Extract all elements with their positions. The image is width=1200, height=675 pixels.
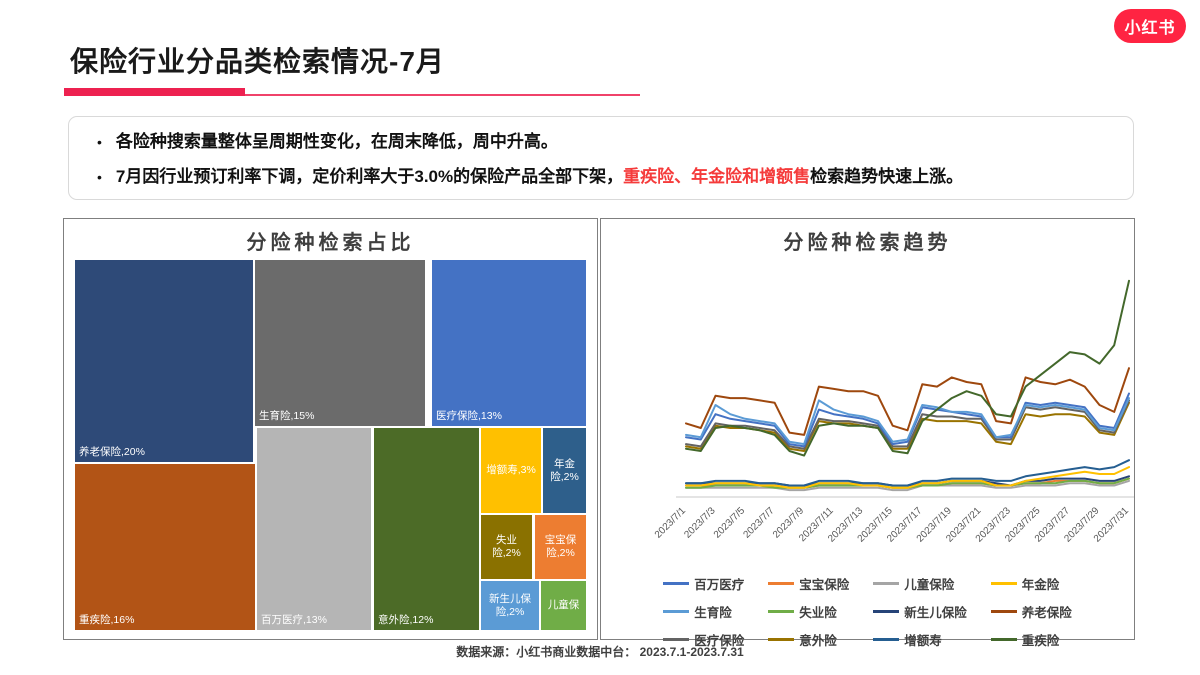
logo-text: 小红书 <box>1124 20 1176 37</box>
bullet-2-suffix: 检索趋势快速上涨。 <box>810 167 964 186</box>
legend-item-增额寿: 增额寿 <box>873 630 967 649</box>
summary-bullet-1-text: 各险种搜索量整体呈周期性变化，在周末降低，周中升高。 <box>115 132 558 151</box>
summary-box: • 各险种搜索量整体呈周期性变化，在周末降低，周中升高。 • 7月因行业预订利率… <box>68 116 1134 200</box>
trend-line-重疾险 <box>685 279 1130 457</box>
legend-line-swatch <box>990 610 1017 613</box>
legend-line-swatch <box>873 582 900 585</box>
treemap-block-label: 百万医疗,13% <box>261 614 327 627</box>
legend-item-百万医疗: 百万医疗 <box>663 574 744 593</box>
data-source: 数据来源：小红书商业数据中台： 2023.7.1-2023.7.31 <box>456 645 744 659</box>
legend-label: 失业险 <box>799 606 837 620</box>
legend-item-医疗保险: 医疗保险 <box>663 630 744 649</box>
trend-line-生育险 <box>685 397 1130 446</box>
summary-bullet-1: • 各险种搜索量整体呈周期性变化，在周末降低，周中升高。 <box>97 130 1105 154</box>
legend-label: 重疾险 <box>1021 634 1060 648</box>
legend-label: 宝宝保险 <box>799 578 850 592</box>
legend-item-意外险: 意外险 <box>768 630 849 649</box>
trend-title: 分险种检索趋势 <box>783 232 952 254</box>
page-title: 保险行业分品类检索情况-7月 <box>70 46 445 77</box>
treemap-block-label: 儿童保 <box>547 599 580 612</box>
legend-item-儿童保险: 儿童保险 <box>873 574 967 593</box>
treemap-block-儿童保: 儿童保 <box>541 581 586 630</box>
bullet-2-highlight: 重疾险、年金险和增额售 <box>623 167 811 186</box>
title-underline-line <box>64 94 640 96</box>
legend-line-swatch <box>663 582 690 585</box>
legend-label: 百万医疗 <box>694 578 745 592</box>
trend-line-百万医疗 <box>685 392 1130 448</box>
legend-item-新生儿保险: 新生儿保险 <box>873 602 967 621</box>
treemap-block-label: 失业险,2% <box>492 534 521 559</box>
treemap-block-宝宝保险: 宝宝保险,2% <box>535 515 586 579</box>
trend-line-年金险 <box>685 466 1130 489</box>
legend-label: 增额寿 <box>904 634 942 648</box>
treemap-panel: 分险种检索占比 养老保险,20% 重疾险,16% 生育险,15% 医疗保险,13% 百万… <box>63 218 598 640</box>
trend-line-医疗保险 <box>685 399 1130 450</box>
legend-line-swatch <box>873 638 900 641</box>
legend-line-swatch <box>990 638 1017 641</box>
trend-line-增额寿 <box>685 459 1130 487</box>
legend-item-宝宝保险: 宝宝保险 <box>768 574 849 593</box>
treemap-block-养老保险: 养老保险,20% <box>75 260 253 462</box>
legend-line-swatch <box>873 610 900 613</box>
treemap-block-医疗保险: 医疗保险,13% <box>432 260 586 426</box>
treemap-block-生育险: 生育险,15% <box>255 260 425 426</box>
legend-line-swatch <box>768 582 795 585</box>
bullet-2-prefix: 7月因行业预订利率下调，定价利率大于3.0%的保险产品全部下架， <box>115 167 624 186</box>
treemap-block-意外险: 意外险,12% <box>374 428 479 630</box>
treemap-block-label: 新生儿保险,2% <box>489 592 531 618</box>
legend-label: 医疗保险 <box>694 634 745 648</box>
treemap-block-百万医疗: 百万医疗,13% <box>257 428 371 630</box>
treemap-block-失业险: 失业险,2% <box>481 515 532 579</box>
treemap-title: 分险种检索占比 <box>246 232 415 254</box>
legend-label: 生育险 <box>694 606 732 620</box>
bullet-dot-icon: • <box>97 134 102 150</box>
treemap-block-label: 重疾险,16% <box>79 614 135 627</box>
legend-line-swatch <box>663 638 690 641</box>
legend-label: 意外险 <box>799 634 837 648</box>
legend-label: 新生儿保险 <box>904 606 967 620</box>
trend-line-儿童保险 <box>685 479 1130 492</box>
legend-item-生育险: 生育险 <box>663 602 744 621</box>
legend-item-重疾险: 重疾险 <box>990 630 1072 649</box>
legend-label: 年金险 <box>1021 578 1060 592</box>
trend-svg: 2023/7/12023/7/32023/7/52023/7/72023/7/9… <box>653 279 1134 545</box>
summary-bullet-2-text: 7月因行业预订利率下调，定价利率大于3.0%的保险产品全部下架，重疾险、年金险和… <box>116 165 963 189</box>
title-underline-accent <box>64 88 245 96</box>
legend-line-swatch <box>990 582 1017 585</box>
treemap-block-label: 年金险,2% <box>550 457 579 483</box>
x-tick-label: 2023/7/1 <box>653 505 689 541</box>
legend-label: 儿童保险 <box>904 578 955 592</box>
legend-line-swatch <box>663 610 690 613</box>
treemap-block-label: 医疗保险,13% <box>436 410 502 423</box>
legend-line-swatch <box>768 638 795 641</box>
treemap-block-label: 养老保险,20% <box>79 446 145 459</box>
bullet-dot-icon: • <box>97 169 102 185</box>
treemap-block-年金险: 年金险,2% <box>543 428 586 513</box>
x-tick-label: 2023/7/7 <box>741 505 777 541</box>
summary-bullet-2: • 7月因行业预订利率下调，定价利率大于3.0%的保险产品全部下架，重疾险、年金… <box>97 165 1105 189</box>
treemap-block-label: 生育险,15% <box>259 410 315 423</box>
trend-line-养老保险 <box>685 367 1130 436</box>
legend-item-年金险: 年金险 <box>990 574 1072 593</box>
legend-item-养老保险: 养老保险 <box>990 602 1072 621</box>
legend-item-失业险: 失业险 <box>768 602 849 621</box>
legend-label: 养老保险 <box>1021 606 1072 620</box>
trend-panel: 分险种检索趋势 2023/7/1 2023/7/3 2023/7/5 2023/7/7… <box>600 218 1135 648</box>
treemap-block-label: 意外险,12% <box>378 614 434 627</box>
treemap-block-label: 宝宝保险,2% <box>544 534 577 559</box>
treemap-block-新生儿保险: 新生儿保险,2% <box>481 581 539 630</box>
treemap-block-重疾险: 重疾险,16% <box>75 464 255 630</box>
xiaohongshu-logo: 小红书 <box>1114 9 1186 43</box>
x-tick-label: 2023/7/3 <box>682 505 718 541</box>
treemap-block-增额寿: 增额寿,3% <box>481 428 541 513</box>
treemap-block-label: 增额寿,3% <box>486 464 536 477</box>
treemap-canvas: 养老保险,20% 重疾险,16% 生育险,15% 医疗保险,13% 百万医疗,13% 意外… <box>75 260 586 630</box>
x-tick-label: 2023/7/5 <box>712 505 748 541</box>
trend-legend: 百万医疗 宝宝保险 儿童保险 年金险生育险 失业险 新生儿保险 养老保险医疗保险 意外险 增额寿… <box>601 574 1134 649</box>
legend-line-swatch <box>768 610 795 613</box>
